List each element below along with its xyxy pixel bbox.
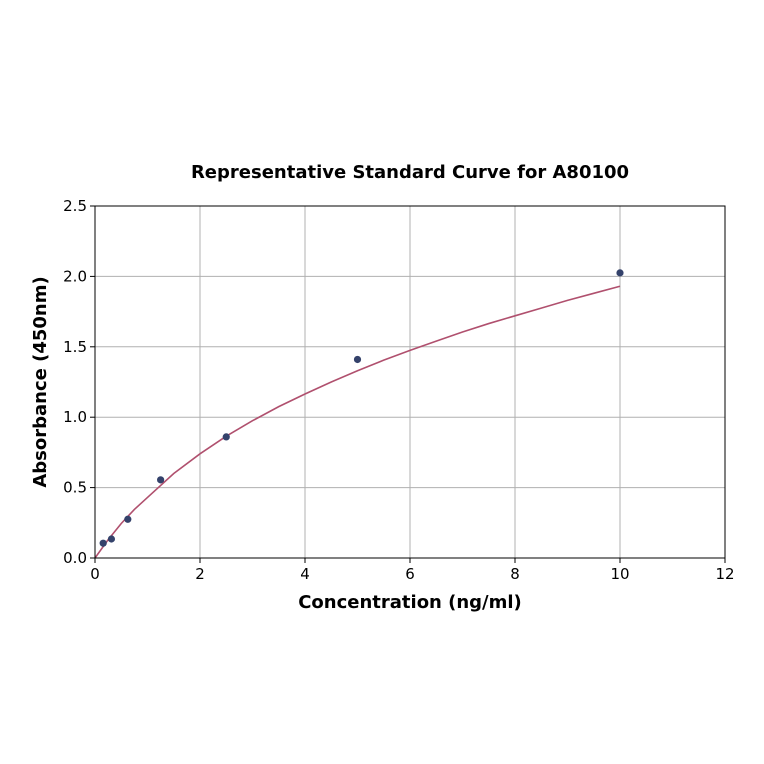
x-tick-label: 2 (195, 565, 205, 583)
data-points (99, 269, 624, 547)
x-tick-label: 4 (300, 565, 310, 583)
data-point (107, 535, 116, 543)
x-axis-ticks: 0 2 4 6 8 10 12 (90, 558, 735, 583)
y-tick-label: 0.5 (63, 479, 87, 497)
x-tick-label: 8 (510, 565, 520, 583)
x-tick-label: 10 (610, 565, 629, 583)
y-axis-ticks: 0.0 0.5 1.0 1.5 2.0 2.5 (63, 197, 95, 567)
data-point (616, 269, 624, 277)
data-point (99, 539, 107, 547)
data-point (222, 433, 230, 441)
x-tick-label: 6 (405, 565, 415, 583)
chart-title: Representative Standard Curve for A80100 (191, 162, 629, 183)
y-tick-label: 2.5 (63, 197, 87, 215)
y-tick-label: 0.0 (63, 549, 87, 567)
y-tick-label: 1.5 (63, 338, 87, 356)
data-point (157, 476, 165, 484)
data-point (124, 515, 132, 523)
x-tick-label: 0 (90, 565, 100, 583)
x-tick-label: 12 (715, 565, 734, 583)
fit-curve (94, 285, 621, 559)
fit-curve-line (94, 285, 621, 559)
y-axis-label: Absorbance (450nm) (30, 276, 51, 487)
y-tick-label: 1.0 (63, 408, 87, 426)
x-axis-label: Concentration (ng/ml) (298, 592, 522, 613)
grid-lines (94, 205, 726, 559)
data-point (353, 355, 362, 364)
y-tick-label: 2.0 (63, 267, 87, 285)
